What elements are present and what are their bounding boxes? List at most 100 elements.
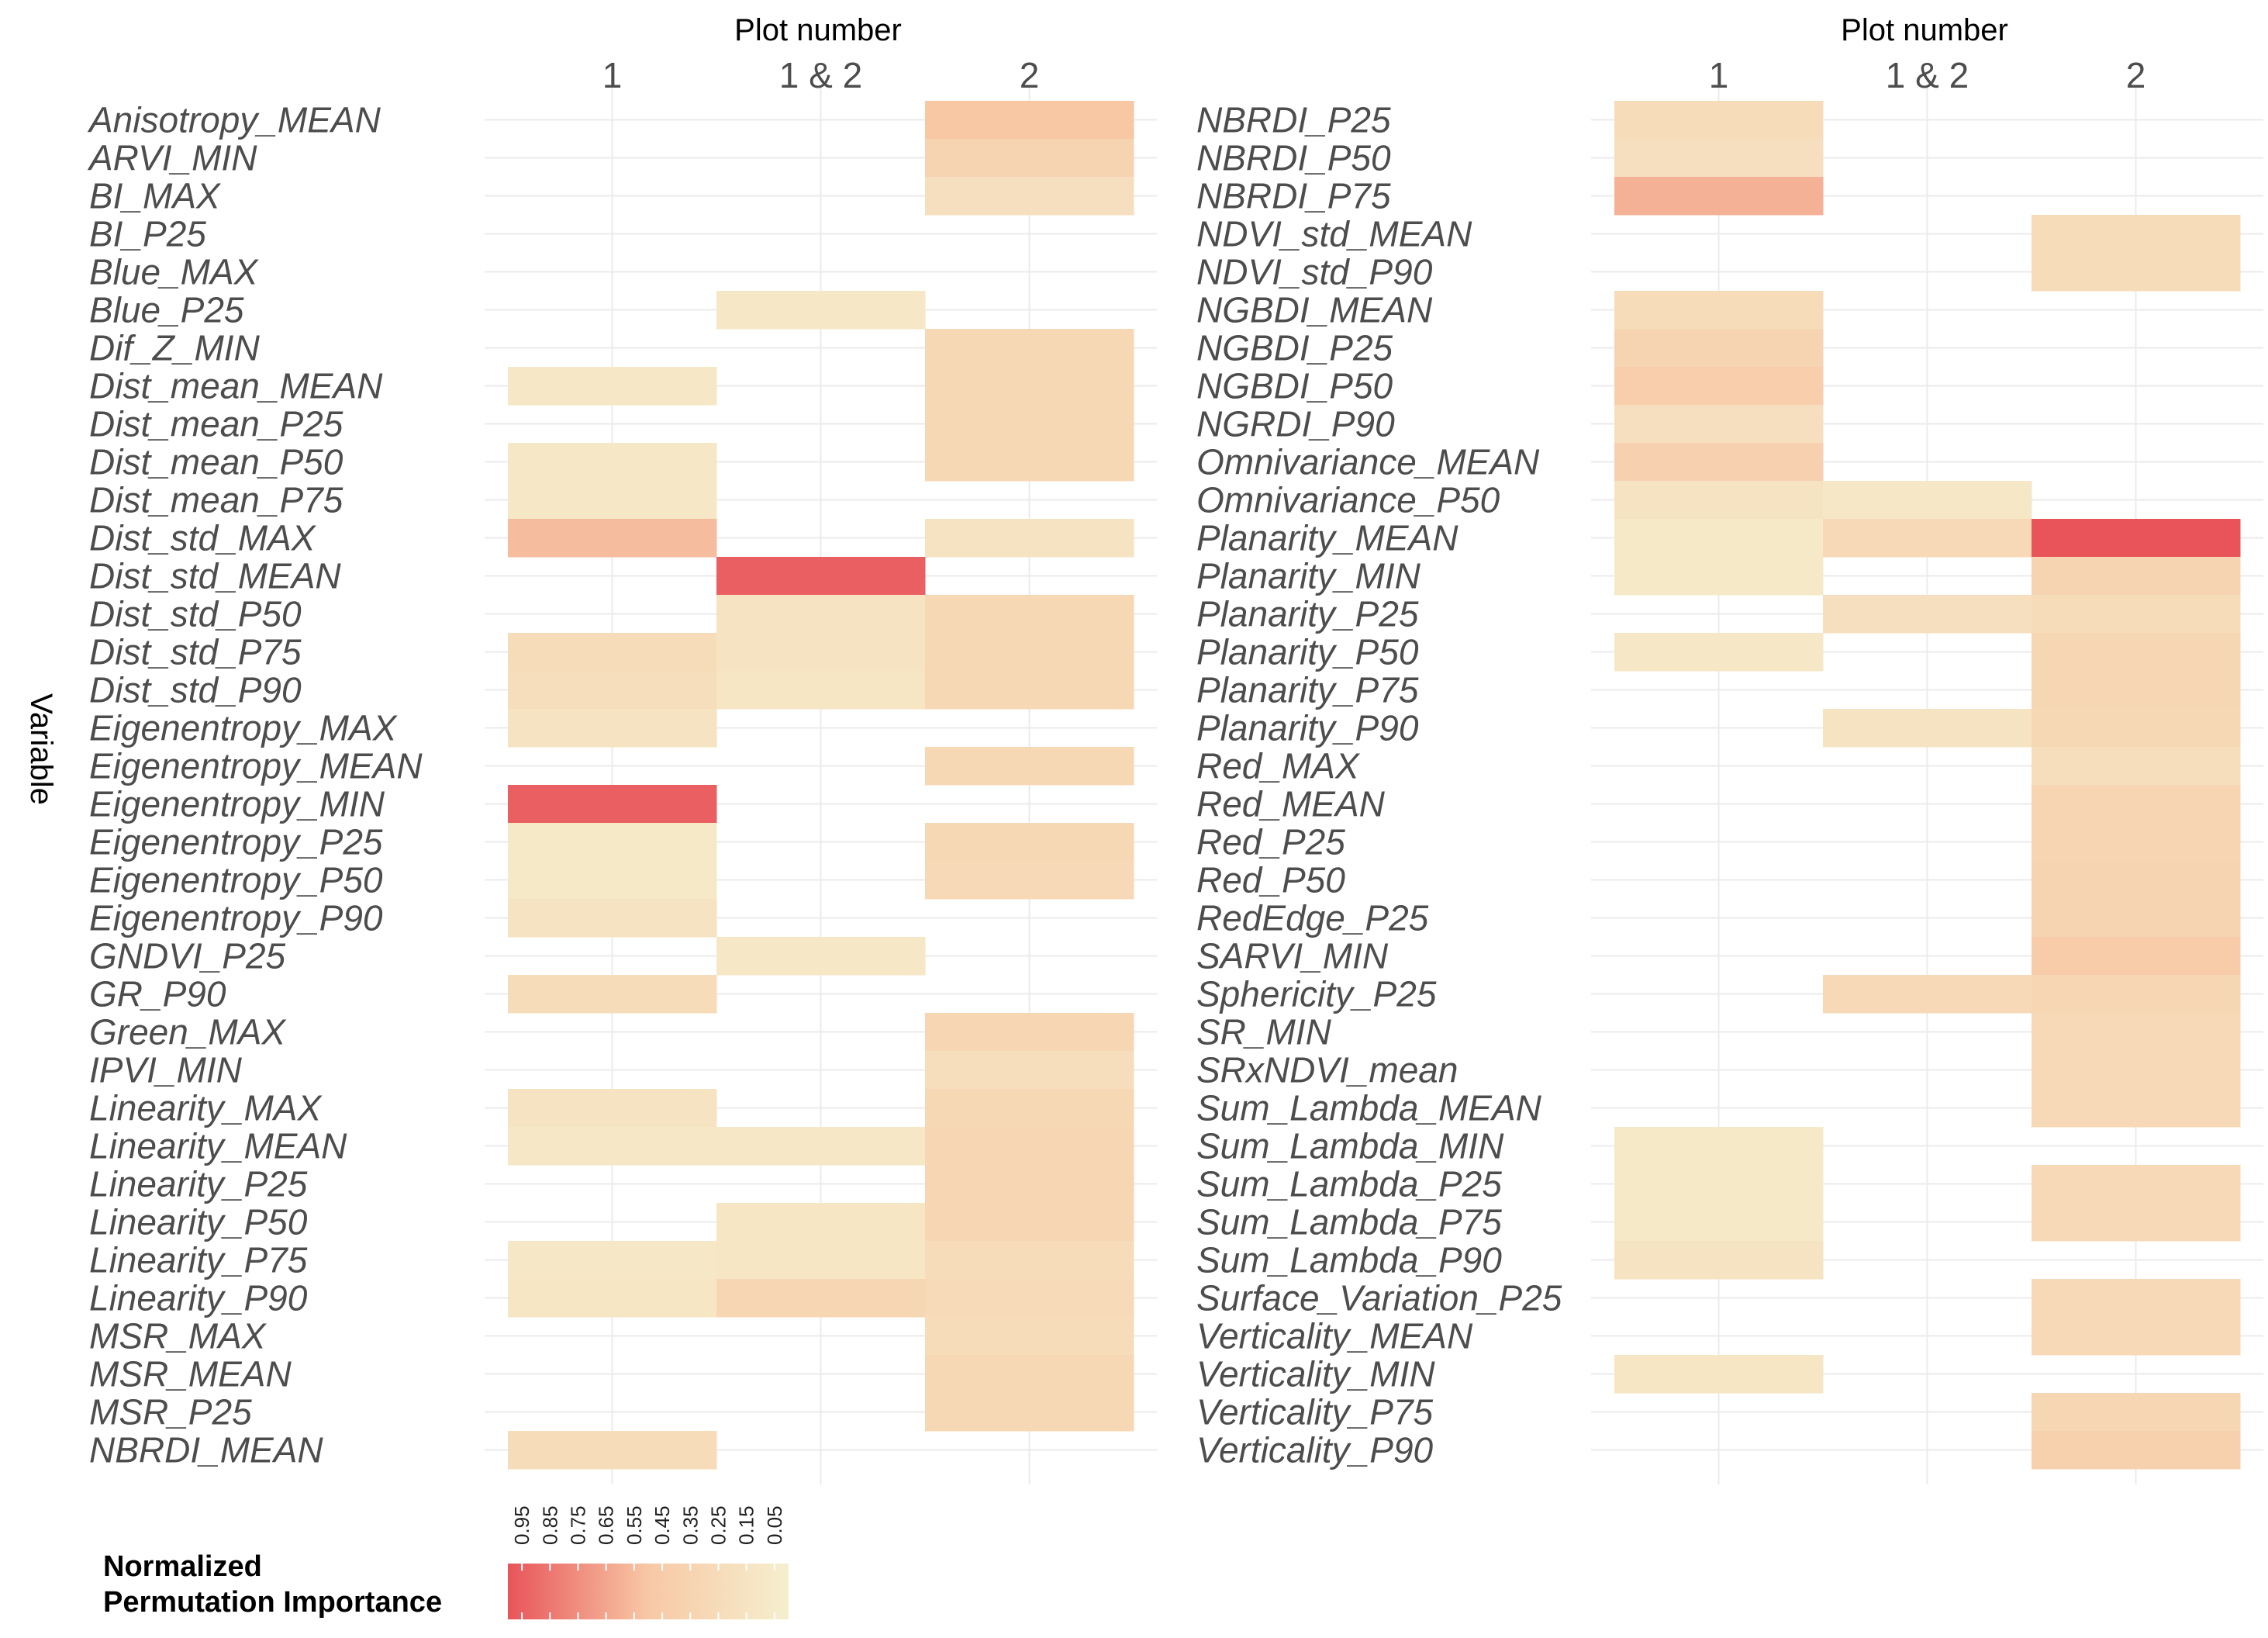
heatmap-cell [925,1051,1134,1090]
heatmap-cell [2032,1317,2241,1356]
heatmap-cell [2032,1203,2241,1242]
heatmap-cell [1614,367,1824,406]
row-label: NBRDI_P50 [1196,138,1391,178]
row-label: Planarity_P90 [1196,708,1419,748]
heatmap-cell [1614,1165,1824,1204]
heatmap-cell [2032,861,2241,900]
heatmap-cell [1614,405,1824,444]
heatmap-cell [1823,595,2032,634]
row-label: Eigenentropy_P25 [89,822,383,862]
heatmap-cell [925,823,1134,862]
row-label: NBRDI_MEAN [89,1430,323,1470]
row-label: Verticality_MEAN [1196,1316,1473,1356]
heatmap-cell [508,1127,717,1166]
heatmap-cell [716,633,926,672]
row-label: Dist_mean_MEAN [89,366,383,406]
heatmap-cell [925,1013,1134,1052]
row-label: RedEdge_P25 [1196,898,1429,938]
row-label: Dist_std_P75 [89,632,302,672]
heatmap-cell [925,1127,1134,1166]
row-label: Dif_Z_MIN [89,328,261,368]
column-label: 2 [2126,55,2146,95]
heatmap-cell [925,1393,1134,1432]
row-label: NBRDI_P25 [1196,100,1391,140]
row-label: Eigenentropy_MIN [89,784,385,824]
heatmap-cell [716,1279,926,1318]
y-axis-title: Variable [24,693,58,805]
heatmap-cell [508,709,717,748]
row-label: SRxNDVI_mean [1196,1050,1458,1090]
heatmap-cell [2032,1165,2241,1204]
heatmap-cell [716,291,926,330]
heatmap-cell [925,1355,1134,1394]
heatmap-cell [2032,1279,2241,1318]
legend-tick-label: 0.05 [763,1505,786,1545]
row-label: Linearity_P50 [89,1202,308,1242]
heatmap-cell [925,1317,1134,1356]
heatmap-cell [1614,1203,1824,1242]
legend-title-line1: Normalized [103,1550,262,1583]
heatmap-cell [2032,595,2241,634]
row-label: Dist_std_P50 [89,594,302,634]
legend-tick-label: 0.35 [678,1505,702,1545]
heatmap-cell [716,595,926,634]
heatmap-cell [1614,291,1824,330]
heatmap-cell [2032,519,2241,558]
row-label: Sum_Lambda_P25 [1196,1164,1502,1204]
heatmap-cell [716,671,926,710]
column-label: 1 & 2 [1886,55,1969,95]
heatmap-cell [508,367,717,406]
heatmap-cell [1823,519,2032,558]
heatmap-cell [925,519,1134,558]
heatmap-cell [2032,1393,2241,1432]
heatmap-cell [1823,975,2032,1014]
heatmap-cell [508,1241,717,1280]
heatmap-cell [716,1127,926,1166]
row-label: Linearity_P90 [89,1278,308,1318]
row-label: Dist_mean_P75 [89,480,343,520]
row-label: MSR_MEAN [89,1354,292,1394]
heatmap-cell [2032,747,2241,786]
row-label: MSR_P25 [89,1392,252,1432]
row-label: Omnivariance_MEAN [1196,442,1540,482]
row-label: Eigenentropy_P90 [89,898,383,938]
heatmap-cell [2032,557,2241,596]
column-label: 1 [1709,55,1729,95]
row-label: Linearity_P75 [89,1240,308,1280]
heatmap-cell [925,595,1134,634]
heatmap-cell [925,443,1134,482]
row-label: Sphericity_P25 [1196,974,1437,1014]
heatmap-cell [1614,1355,1824,1394]
row-label: Linearity_MEAN [89,1126,347,1166]
heatmap-cell [2032,671,2241,710]
heatmap-cell [925,1241,1134,1280]
heatmap-cell [925,329,1134,368]
x-axis-title: Plot number [1841,13,2008,47]
legend-tick-label: 0.15 [735,1505,758,1545]
heatmap-cell [925,101,1134,140]
row-label: Planarity_P50 [1196,632,1419,672]
column-label: 2 [1020,55,1040,95]
row-label: Sum_Lambda_MIN [1196,1126,1504,1166]
heatmap-cell [925,1165,1134,1204]
legend-tick-label: 0.75 [567,1505,590,1545]
heatmap-cell [1614,177,1824,216]
heatmap-cell [508,633,717,672]
row-label: Eigenentropy_MAX [89,708,399,748]
heatmap-cell [925,861,1134,900]
row-label: Verticality_MIN [1196,1354,1435,1394]
heatmap-cell [1614,329,1824,368]
heatmap-cell [925,671,1134,710]
row-label: Anisotropy_MEAN [87,100,381,140]
heatmap-cell [1614,443,1824,482]
legend-tick-label: 0.85 [538,1505,561,1545]
row-label: GNDVI_P25 [89,936,286,976]
heatmap-cell [2032,253,2241,292]
heatmap-cell [716,1241,926,1280]
heatmap-cell [1614,1127,1824,1166]
heatmap-cell [925,1279,1134,1318]
row-label: BI_P25 [89,214,206,254]
row-label: NBRDI_P75 [1196,176,1391,216]
heatmap-cell [1614,481,1824,520]
heatmap-cell [508,1089,717,1128]
